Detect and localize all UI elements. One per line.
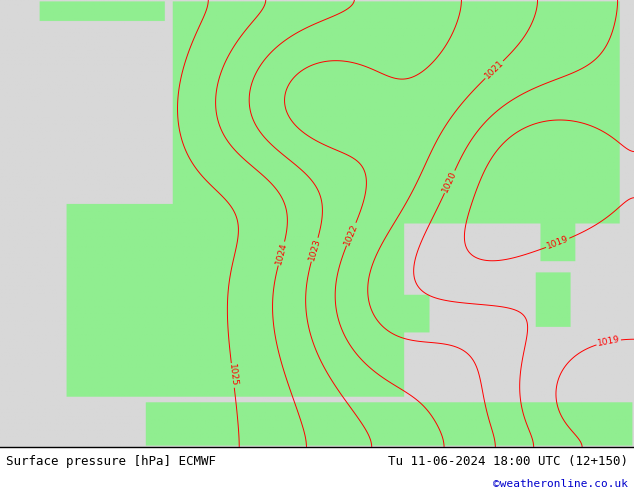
Text: 1025: 1025 [227,364,238,387]
Text: 1024: 1024 [274,242,288,266]
Text: Surface pressure [hPa] ECMWF: Surface pressure [hPa] ECMWF [6,456,216,468]
Text: ©weatheronline.co.uk: ©weatheronline.co.uk [493,479,628,489]
Text: 1019: 1019 [545,235,570,251]
Text: 1023: 1023 [307,238,322,262]
Text: 1022: 1022 [342,222,359,246]
Text: 1020: 1020 [441,170,458,194]
Text: Tu 11-06-2024 18:00 UTC (12+150): Tu 11-06-2024 18:00 UTC (12+150) [387,456,628,468]
Text: 1021: 1021 [483,58,505,81]
Text: 1019: 1019 [597,335,621,348]
